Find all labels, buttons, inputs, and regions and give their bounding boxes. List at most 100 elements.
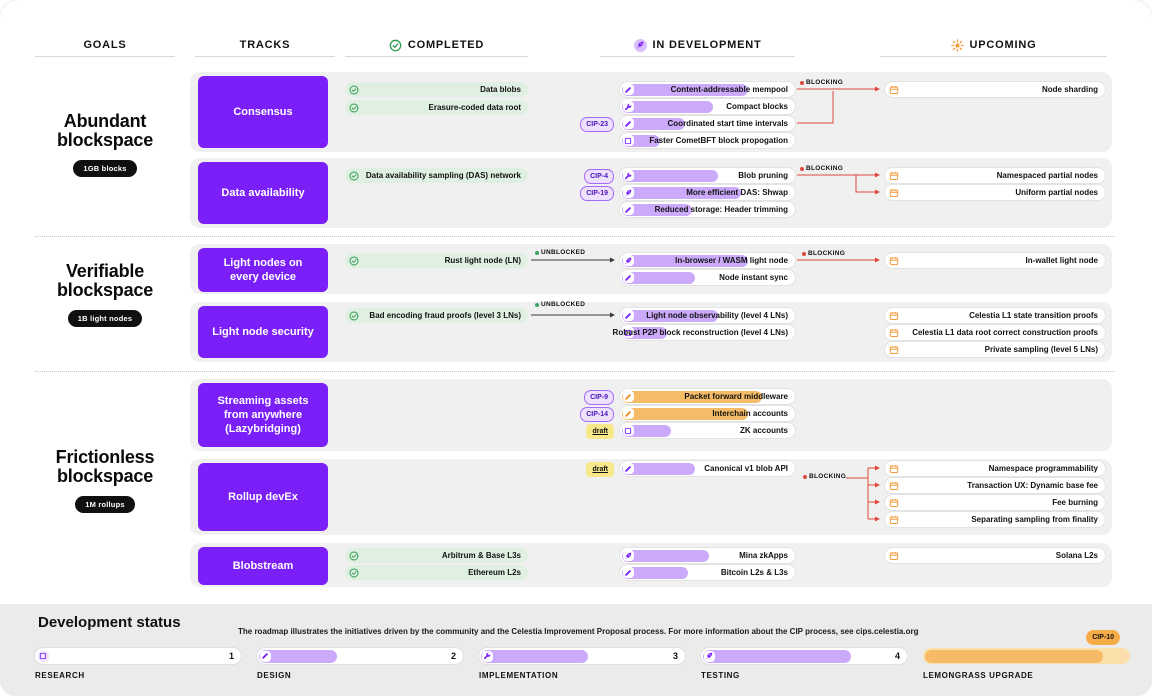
dev-item-interchain-accounts[interactable]: Interchain accounts bbox=[620, 406, 795, 421]
track-light-nodes: Light nodes on every device bbox=[198, 248, 328, 292]
completed-item-rust-light-node[interactable]: Rust light node (LN) bbox=[345, 253, 528, 268]
progress-fill bbox=[621, 326, 667, 339]
upcoming-item-dynamic-base-fee[interactable]: Transaction UX: Dynamic base fee bbox=[885, 478, 1105, 493]
rocket-icon bbox=[703, 650, 715, 662]
goal-frictionless-blockspace: Frictionless blockspace 1M rollups bbox=[25, 447, 185, 513]
progress-fill bbox=[924, 649, 1103, 663]
upcoming-item-solana-l2s[interactable]: Solana L2s bbox=[885, 548, 1105, 563]
rocket-icon bbox=[633, 38, 647, 52]
draft-badge[interactable]: draft bbox=[586, 462, 614, 477]
upcoming-item-in-wallet-light-node[interactable]: In-wallet light node bbox=[885, 253, 1105, 268]
cip-badge[interactable]: CIP-23 bbox=[580, 117, 614, 132]
cip-badge[interactable]: CIP-19 bbox=[580, 186, 614, 201]
upcoming-item-private-sampling[interactable]: Private sampling (level 5 LNs) bbox=[885, 342, 1105, 357]
upcoming-item-fee-burning[interactable]: Fee burning bbox=[885, 495, 1105, 510]
progress-fill bbox=[621, 186, 741, 199]
pencil-icon bbox=[259, 650, 271, 662]
dev-item-zk-accounts[interactable]: ZK accounts bbox=[620, 423, 795, 438]
cip-10-badge[interactable]: CIP-10 bbox=[1086, 630, 1120, 645]
check-circle-icon bbox=[348, 170, 359, 181]
rocket-icon bbox=[622, 187, 634, 198]
goal-title: Verifiable blockspace bbox=[56, 261, 154, 301]
completed-item-ethereum-l2s[interactable]: Ethereum L2s bbox=[345, 565, 528, 580]
dev-item-packet-forward-middleware[interactable]: Packet forward middleware bbox=[620, 389, 795, 404]
dev-item-mina-zkapps[interactable]: Mina zkApps bbox=[620, 548, 795, 563]
dev-item-wasm-light-node[interactable]: In-browser / WASM light node bbox=[620, 253, 795, 268]
legend-label-research: RESEARCH bbox=[35, 671, 85, 680]
calendar-icon bbox=[888, 327, 899, 338]
legend-label-implementation: IMPLEMENTATION bbox=[479, 671, 559, 680]
upcoming-item-uniform-partial-nodes[interactable]: Uniform partial nodes bbox=[885, 185, 1105, 200]
dev-item-light-node-observability[interactable]: Light node observability (level 4 LNs) bbox=[620, 308, 795, 323]
completed-item-data-blobs[interactable]: Data blobs bbox=[345, 82, 528, 97]
legend-design: 2 bbox=[257, 648, 463, 664]
completed-item-arbitrum-base-l3s[interactable]: Arbitrum & Base L3s bbox=[345, 548, 528, 563]
completed-item-das-network[interactable]: Data availability sampling (DAS) network bbox=[345, 168, 528, 183]
calendar-icon bbox=[888, 310, 899, 321]
cip-badge[interactable]: CIP-14 bbox=[580, 407, 614, 422]
check-circle-icon bbox=[348, 255, 359, 266]
goal-badge: 1M rollups bbox=[75, 495, 135, 513]
progress-fill bbox=[621, 254, 748, 267]
progress-fill bbox=[702, 649, 851, 663]
red-dot-icon bbox=[803, 474, 807, 479]
blocking-flag: BLOCKING bbox=[800, 165, 843, 172]
calendar-icon bbox=[888, 344, 899, 355]
legend-label-design: DESIGN bbox=[257, 671, 292, 680]
completed-item-erasure-coded-data-root[interactable]: Erasure-coded data root bbox=[345, 100, 528, 115]
progress-fill bbox=[621, 169, 718, 182]
upcoming-item-l1-state-transition-proofs[interactable]: Celestia L1 state transition proofs bbox=[885, 308, 1105, 323]
dev-item-faster-cometbft[interactable]: Faster CometBFT block propogation bbox=[620, 133, 795, 148]
dev-item-header-trimming[interactable]: Reduced storage: Header trimming bbox=[620, 202, 795, 217]
dev-item-content-addressable-mempool[interactable]: Content-addressable mempool bbox=[620, 82, 795, 97]
progress-fill bbox=[621, 271, 695, 284]
wrench-icon bbox=[481, 650, 493, 662]
check-circle-icon bbox=[348, 310, 359, 321]
rocket-icon bbox=[622, 550, 634, 561]
dev-item-blob-pruning[interactable]: Blob pruning bbox=[620, 168, 795, 183]
progress-fill bbox=[621, 424, 671, 437]
upcoming-item-separating-sampling-from-finality[interactable]: Separating sampling from finality bbox=[885, 512, 1105, 527]
dev-item-node-instant-sync[interactable]: Node instant sync bbox=[620, 270, 795, 285]
red-dot-icon bbox=[802, 251, 806, 256]
dev-item-robust-p2p-reconstruction[interactable]: Robust P2P block reconstruction (level 4… bbox=[613, 325, 795, 340]
dev-item-compact-blocks[interactable]: Compact blocks bbox=[620, 99, 795, 114]
progress-fill bbox=[37, 650, 49, 663]
dev-item-bitcoin-l2s-l3s[interactable]: Bitcoin L2s & L3s bbox=[620, 565, 795, 580]
pencil-icon bbox=[622, 310, 634, 321]
upcoming-item-namespaced-partial-nodes[interactable]: Namespaced partial nodes bbox=[885, 168, 1105, 183]
check-circle-icon bbox=[348, 550, 359, 561]
dev-item-shwap[interactable]: More efficient DAS: Shwap bbox=[620, 185, 795, 200]
green-dot-icon bbox=[535, 302, 539, 307]
unblocked-flag: UNBLOCKED bbox=[535, 301, 585, 308]
upcoming-item-namespace-programmability[interactable]: Namespace programmability bbox=[885, 461, 1105, 476]
legend-implementation: 3 bbox=[479, 648, 685, 664]
track-light-node-security: Light node security bbox=[198, 306, 328, 358]
draft-badge[interactable]: draft bbox=[586, 424, 614, 439]
progress-fill bbox=[621, 462, 695, 475]
upcoming-item-node-sharding[interactable]: Node sharding bbox=[885, 82, 1105, 97]
track-data-availability: Data availability bbox=[198, 162, 328, 224]
cip-badge[interactable]: CIP-9 bbox=[584, 390, 614, 405]
calendar-icon bbox=[888, 514, 899, 525]
progress-fill bbox=[621, 83, 748, 96]
dev-item-coordinated-start-time[interactable]: Coordinated start time intervals bbox=[620, 116, 795, 131]
pencil-icon bbox=[622, 84, 634, 95]
upcoming-item-l1-data-root-construction-proofs[interactable]: Celestia L1 data root correct constructi… bbox=[885, 325, 1105, 340]
progress-fill bbox=[621, 390, 762, 403]
research-box-icon bbox=[622, 425, 634, 436]
sun-icon bbox=[951, 39, 964, 52]
dev-item-canonical-v1-blob-api[interactable]: Canonical v1 blob API bbox=[620, 461, 795, 476]
track-blobstream: Blobstream bbox=[198, 547, 328, 585]
cip-badge[interactable]: CIP-4 bbox=[584, 169, 614, 184]
legend-lemongrass-upgrade bbox=[923, 648, 1130, 664]
check-circle-icon bbox=[348, 84, 359, 95]
column-header-completed: COMPLETED bbox=[345, 34, 528, 57]
progress-fill bbox=[621, 407, 748, 420]
column-header-tracks: TRACKS bbox=[195, 34, 335, 57]
calendar-icon bbox=[888, 550, 899, 561]
completed-item-bad-encoding-fraud-proofs[interactable]: Bad encoding fraud proofs (level 3 LNs) bbox=[345, 308, 528, 323]
progress-fill bbox=[621, 134, 660, 147]
development-status-description: The roadmap illustrates the initiatives … bbox=[238, 627, 919, 636]
